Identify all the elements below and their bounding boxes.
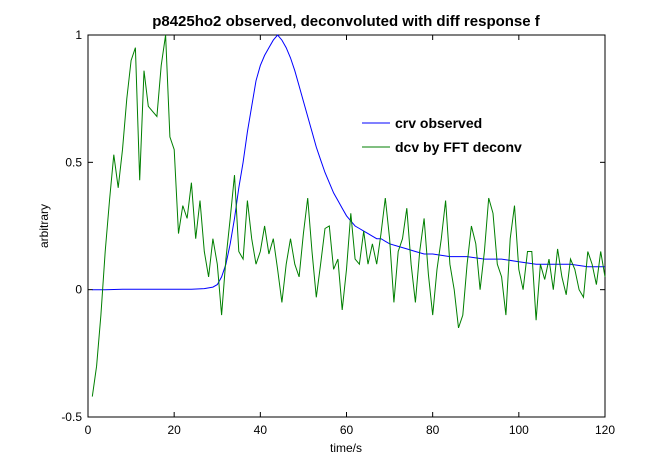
y-ticks: -0.5 0 0.5 1 (61, 28, 605, 424)
plot-frame (87, 34, 606, 418)
x-tick-label: 60 (340, 423, 354, 437)
legend: crv observed dcv by FFT deconv (362, 115, 522, 155)
series-line-deconv (91, 34, 606, 397)
chart-title: p8425ho2 observed, deconvoluted with dif… (152, 13, 541, 30)
legend-label-deconv: dcv by FFT deconv (395, 139, 522, 155)
x-tick-label: 100 (509, 423, 529, 437)
series-layer (91, 34, 606, 397)
x-axis-label: time/s (330, 441, 362, 455)
y-tick-label: 0.5 (65, 155, 82, 169)
x-tick-label: 80 (426, 423, 440, 437)
legend-label-observed: crv observed (395, 115, 482, 131)
x-tick-label: 0 (85, 423, 92, 437)
y-tick-label: 1 (75, 28, 82, 42)
x-tick-label: 40 (254, 423, 268, 437)
y-tick-label: 0 (75, 283, 82, 297)
plot-area: -0.500.51 0 20 40 60 80 100 120 (61, 28, 615, 437)
y-tick-label: -0.5 (61, 410, 82, 424)
x-tick-label: 20 (167, 423, 181, 437)
y-axis-label: arbitrary (37, 204, 51, 248)
x-ticks: 0 20 40 60 80 100 120 (85, 35, 615, 437)
x-tick-label: 120 (595, 423, 615, 437)
